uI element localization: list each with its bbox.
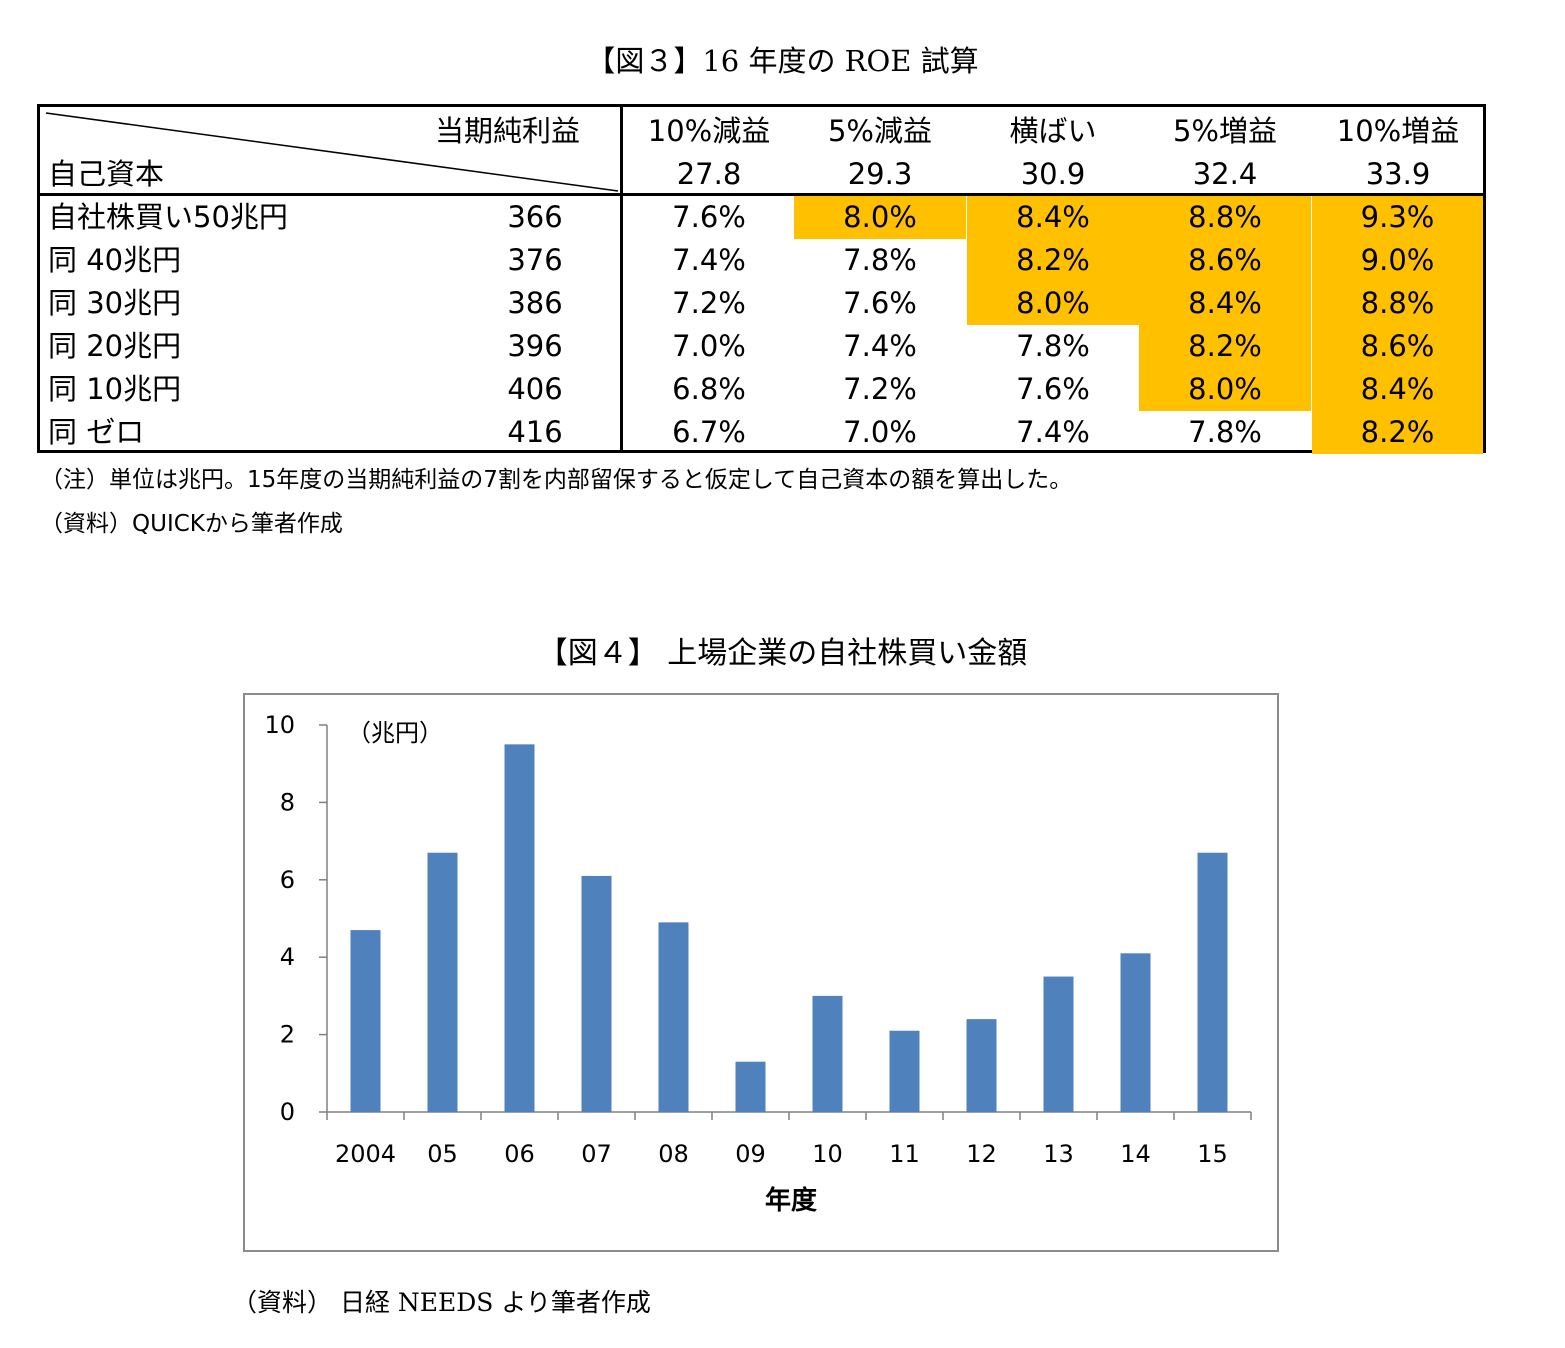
roe-cell: 7.8% xyxy=(1188,415,1262,449)
column-divider xyxy=(620,107,623,450)
unit-label: （兆円） xyxy=(347,719,443,747)
roe-cell: 7.2% xyxy=(672,286,746,320)
row-equity: 366 xyxy=(507,200,563,234)
header-net-income-value: 29.3 xyxy=(847,157,913,191)
y-tick-label: 6 xyxy=(280,866,295,894)
roe-cell: 7.6% xyxy=(1016,372,1090,406)
bar xyxy=(1197,852,1228,1112)
roe-cell: 8.2% xyxy=(1312,411,1483,454)
row-label: 同 ゼロ xyxy=(48,415,145,449)
x-tick-label: 09 xyxy=(735,1140,766,1168)
bar xyxy=(658,922,689,1112)
row-equity: 406 xyxy=(507,372,563,406)
roe-cell: 8.2% xyxy=(1139,325,1311,368)
roe-cell: 7.6% xyxy=(672,200,746,234)
roe-cell: 8.8% xyxy=(1139,196,1311,239)
y-tick-label: 2 xyxy=(280,1021,295,1049)
header-scenario-label: 横ばい xyxy=(1009,114,1097,148)
y-tick-label: 4 xyxy=(280,943,295,971)
roe-cell: 8.4% xyxy=(1139,282,1311,325)
roe-cell: 7.8% xyxy=(1016,329,1090,363)
roe-table: 当期純利益 自己資本 10%減益 27.8 5%減益 29.3 横ばい 30.9 5%増益 3… xyxy=(37,104,1486,454)
x-tick-label: 11 xyxy=(889,1140,920,1168)
header-equity-label: 自己資本 xyxy=(48,157,165,191)
row-equity: 396 xyxy=(507,329,563,363)
bar xyxy=(966,1019,997,1112)
x-tick-label: 08 xyxy=(658,1140,689,1168)
row-label: 自社株買い50兆円 xyxy=(48,200,288,234)
roe-cell: 9.0% xyxy=(1312,239,1483,282)
header-scenario-label: 5%減益 xyxy=(827,114,932,148)
bar xyxy=(581,875,612,1112)
roe-cell: 7.2% xyxy=(843,372,917,406)
bar xyxy=(735,1061,766,1112)
chart-source: （資料） 日経 NEEDS より筆者作成 xyxy=(232,1288,651,1317)
y-tick-label: 0 xyxy=(280,1098,295,1126)
roe-cell: 7.6% xyxy=(843,286,917,320)
x-tick-label: 13 xyxy=(1043,1140,1074,1168)
x-tick-label: 12 xyxy=(966,1140,997,1168)
header-scenario-label: 10%減益 xyxy=(647,114,771,148)
x-tick-label: 14 xyxy=(1120,1140,1151,1168)
roe-cell: 8.0% xyxy=(967,282,1139,325)
row-label: 同 40兆円 xyxy=(48,243,182,277)
bar xyxy=(889,1030,920,1112)
roe-cell: 7.4% xyxy=(843,329,917,363)
x-tick-label: 15 xyxy=(1197,1140,1228,1168)
x-tick-label: 07 xyxy=(581,1140,612,1168)
roe-cell: 8.4% xyxy=(967,196,1139,239)
roe-cell: 8.0% xyxy=(1139,368,1311,411)
header-net-income-value: 30.9 xyxy=(1020,157,1086,191)
row-equity: 376 xyxy=(507,243,563,277)
header-scenario-label: 5%増益 xyxy=(1172,114,1277,148)
table-note: （注）単位は兆円。15年度の当期純利益の7割を内部留保すると仮定して自己資本の額… xyxy=(40,467,1073,493)
row-equity: 416 xyxy=(507,415,563,449)
bar xyxy=(1120,953,1151,1112)
figure4-title: 【図４】 上場企業の自社株買い金額 xyxy=(537,636,1028,671)
header-divider xyxy=(40,193,1483,196)
roe-cell: 7.0% xyxy=(843,415,917,449)
buyback-chart: 0 2 4 6 8 10 （兆円） 2004 05 06 07 08 09 10 11 12 13 14 15 年度 xyxy=(243,693,1279,1252)
roe-cell: 7.4% xyxy=(672,243,746,277)
roe-cell: 6.8% xyxy=(672,372,746,406)
header-net-income-value: 27.8 xyxy=(676,157,742,191)
roe-cell: 8.8% xyxy=(1312,282,1483,325)
row-label: 同 30兆円 xyxy=(48,286,182,320)
roe-cell: 9.3% xyxy=(1312,196,1483,239)
x-axis-label: 年度 xyxy=(765,1185,817,1216)
roe-cell: 8.6% xyxy=(1139,239,1311,282)
roe-cell: 8.0% xyxy=(794,196,966,239)
y-tick-label: 8 xyxy=(280,788,295,816)
roe-cell: 8.4% xyxy=(1312,368,1483,411)
x-tick-label: 10 xyxy=(812,1140,843,1168)
y-tick-label: 10 xyxy=(264,711,295,739)
roe-cell: 7.8% xyxy=(843,243,917,277)
roe-cell: 7.4% xyxy=(1016,415,1090,449)
x-tick-label: 2004 xyxy=(335,1140,396,1168)
roe-cell: 8.6% xyxy=(1312,325,1483,368)
bar xyxy=(350,930,381,1112)
bar xyxy=(812,995,843,1112)
bar xyxy=(427,852,458,1112)
chart-svg: 0 2 4 6 8 10 （兆円） 2004 05 06 07 08 09 10 11 12 13 14 15 年度 xyxy=(264,711,1252,1216)
row-equity: 386 xyxy=(507,286,563,320)
header-net-income-value: 32.4 xyxy=(1192,157,1258,191)
table-source: （資料）QUICKから筆者作成 xyxy=(40,511,343,537)
row-label: 同 20兆円 xyxy=(48,329,182,363)
roe-cell: 8.2% xyxy=(967,239,1139,282)
roe-cell: 6.7% xyxy=(672,415,746,449)
figure3-title: 【図３】16 年度の ROE 試算 xyxy=(586,44,979,78)
bar xyxy=(1043,976,1074,1112)
bar xyxy=(504,744,535,1112)
x-tick-label: 06 xyxy=(504,1140,535,1168)
header-net-income-label: 当期純利益 xyxy=(435,114,581,148)
x-tick-label: 05 xyxy=(427,1140,458,1168)
corner-diagonal xyxy=(45,112,619,192)
header-scenario-label: 10%増益 xyxy=(1336,114,1460,148)
header-net-income-value: 33.9 xyxy=(1365,157,1431,191)
roe-cell: 7.0% xyxy=(672,329,746,363)
row-label: 同 10兆円 xyxy=(48,372,182,406)
